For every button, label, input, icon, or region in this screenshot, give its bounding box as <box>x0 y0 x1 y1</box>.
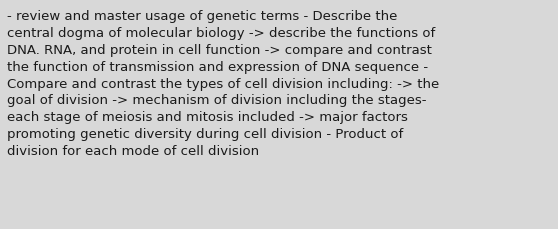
Text: - review and master usage of genetic terms - Describe the
central dogma of molec: - review and master usage of genetic ter… <box>7 10 439 157</box>
